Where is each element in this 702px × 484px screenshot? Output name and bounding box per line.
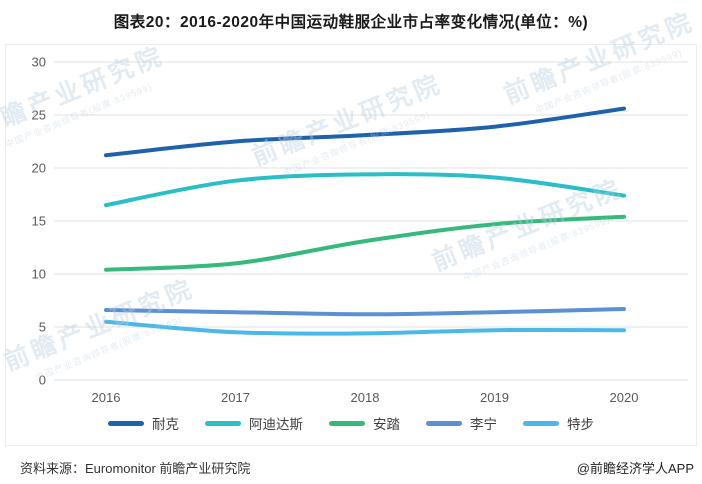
x-tick-label: 2020	[610, 390, 639, 405]
y-tick-label: 10	[32, 267, 46, 282]
legend-label: 阿迪达斯	[249, 417, 303, 432]
legend-item: 阿迪达斯	[205, 413, 303, 433]
series-line-李宁	[104, 307, 626, 317]
series-line-安踏	[104, 214, 626, 272]
series-line-耐克	[104, 106, 626, 158]
chart-footer: 资料来源：Euromonitor 前瞻产业研究院 @前瞻经济学人APP	[0, 458, 702, 478]
x-tick-label: 2018	[351, 390, 380, 405]
y-tick-label: 25	[32, 108, 46, 123]
y-tick-label: 5	[39, 320, 46, 335]
legend-label: 耐克	[152, 417, 179, 432]
legend-swatch	[523, 420, 559, 426]
y-tick-label: 0	[39, 373, 46, 388]
y-tick-label: 30	[32, 55, 46, 70]
legend-swatch	[426, 420, 462, 426]
legend-swatch	[329, 420, 365, 426]
chart-legend: 耐克 阿迪达斯 安踏 李宁 特步	[6, 413, 696, 433]
legend-item: 安踏	[329, 413, 400, 433]
legend-item: 李宁	[426, 413, 497, 433]
source-note: 资料来源：Euromonitor 前瞻产业研究院	[20, 461, 251, 476]
series-line-阿迪达斯	[104, 172, 626, 208]
y-tick-label: 20	[32, 161, 46, 176]
legend-label: 特步	[567, 417, 594, 432]
x-tick-label: 2016	[92, 390, 121, 405]
credit-note: @前瞻经济学人APP	[576, 461, 694, 476]
legend-swatch	[108, 420, 144, 426]
x-tick-label: 2017	[221, 390, 250, 405]
y-tick-label: 15	[32, 214, 46, 229]
legend-swatch	[205, 420, 241, 426]
legend-label: 李宁	[470, 417, 497, 432]
series-line-特步	[104, 319, 626, 336]
line-chart: 0 5 10 15 20 25 30 2016 2017 2018 2019 2020	[32, 55, 688, 405]
legend-label: 安踏	[373, 417, 400, 432]
x-tick-label: 2019	[480, 390, 509, 405]
legend-item: 特步	[523, 413, 594, 433]
chart-container: 0 5 10 15 20 25 30 2016 2017 2018 2019 2020 耐克 阿迪达斯 安…	[5, 44, 697, 446]
legend-item: 耐克	[108, 413, 179, 433]
chart-title: 图表20：2016-2020年中国运动鞋服企业市占率变化情况(单位：%)	[113, 14, 589, 31]
